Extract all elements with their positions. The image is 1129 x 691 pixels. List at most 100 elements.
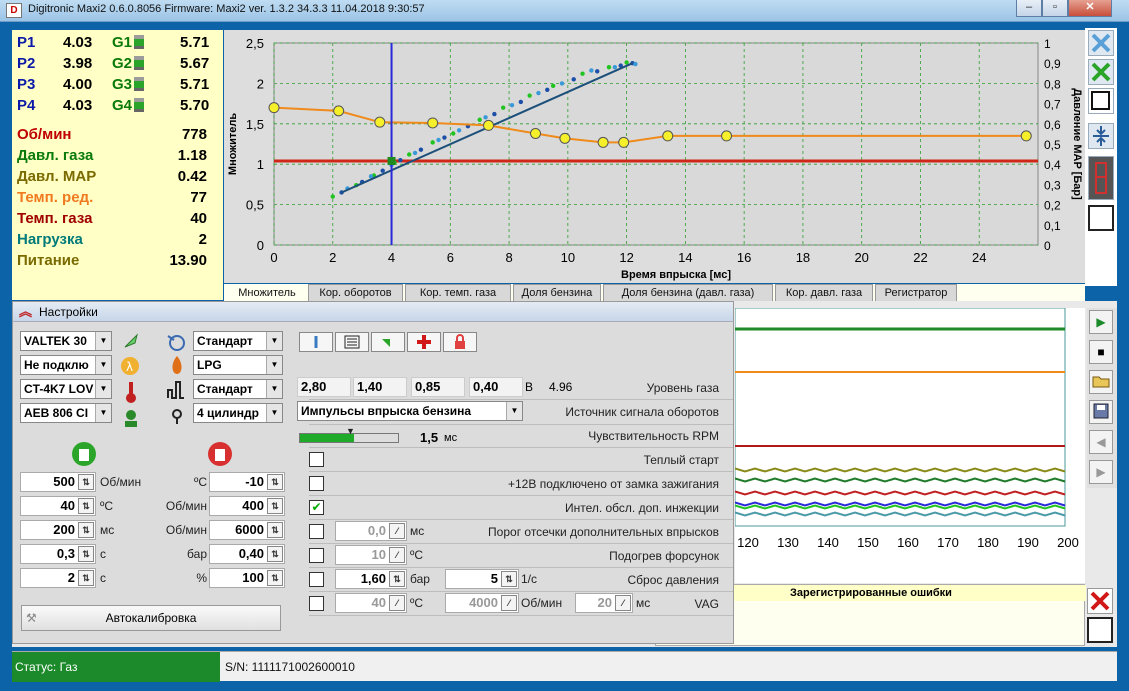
option-value-field[interactable]: 5 ⇅ xyxy=(445,569,519,589)
save-icon[interactable] xyxy=(1089,400,1113,424)
spin-arrows-icon[interactable]: ⇅ xyxy=(78,546,94,562)
gas-mode-icon[interactable] xyxy=(71,441,97,467)
spin-arrows-icon[interactable]: ⇅ xyxy=(267,546,283,562)
blank-square-icon[interactable] xyxy=(1088,205,1114,231)
pressure-value: 3.98 xyxy=(63,55,93,72)
arrow-button[interactable] xyxy=(371,332,405,352)
option-checkbox[interactable] xyxy=(309,596,324,611)
chart-tab[interactable]: Регистратор xyxy=(875,284,957,302)
switch-param-left[interactable]: 200 ⇅ xyxy=(20,520,96,540)
chart-tab[interactable]: Кор. давл. газа xyxy=(775,284,873,302)
switch-param-right[interactable]: 0,40 ⇅ xyxy=(209,544,285,564)
spin-arrows-icon[interactable]: ⇅ xyxy=(267,474,283,490)
spin-arrows-icon[interactable]: ⇅ xyxy=(389,571,405,587)
config-select[interactable]: Не подклю ▼ xyxy=(20,355,112,375)
option-checkbox[interactable] xyxy=(309,524,324,539)
divider xyxy=(309,543,733,544)
minimize-button[interactable]: – xyxy=(1016,0,1042,17)
injector-label-text: G4 xyxy=(112,97,133,114)
switch-param-right[interactable]: 400 ⇅ xyxy=(209,496,285,516)
switch-param-left[interactable]: 0,3 ⇅ xyxy=(20,544,96,564)
config-select[interactable]: 4 цилиндр ▼ xyxy=(193,403,283,423)
spin-arrows-icon[interactable]: ⁄ xyxy=(615,595,631,611)
spin-arrows-icon[interactable]: ⇅ xyxy=(267,522,283,538)
play-icon[interactable]: ▶ xyxy=(1089,310,1113,334)
spin-arrows-icon[interactable]: ⇅ xyxy=(78,474,94,490)
spin-arrows-icon[interactable]: ⁄ xyxy=(389,523,405,539)
settings-header[interactable]: ︽ Настройки xyxy=(13,302,733,322)
option-checkbox[interactable] xyxy=(309,572,324,587)
slider-thumb-icon[interactable]: ▼ xyxy=(346,426,355,436)
switch-param-right[interactable]: 6000 ⇅ xyxy=(209,520,285,540)
autocalibration-button[interactable]: ⚒ Автокалибровка xyxy=(21,605,281,631)
spin-arrows-icon[interactable]: ⇅ xyxy=(78,522,94,538)
rpm-sensitivity-slider[interactable] xyxy=(299,433,399,443)
spin-arrows-icon[interactable]: ⁄ xyxy=(389,547,405,563)
config-select[interactable]: CT-4K7 LOV ▼ xyxy=(20,379,112,399)
chart-tab[interactable]: Доля бензина (давл. газа) xyxy=(603,284,773,302)
split-arrows-icon[interactable] xyxy=(1088,123,1114,149)
option-value-field[interactable]: 40 ⁄ xyxy=(335,593,407,613)
config-select[interactable]: AEB 806 CI ▼ xyxy=(20,403,112,423)
rpm-source-select[interactable]: Импульсы впрыска бензина ▼ xyxy=(297,401,523,421)
curve-node xyxy=(530,127,542,139)
option-value-field[interactable]: 0,0 ⁄ xyxy=(335,521,407,541)
config-select[interactable]: VALTEK 30 ▼ xyxy=(20,331,112,351)
blank-square-icon[interactable] xyxy=(1087,617,1113,643)
option-unit: мс xyxy=(636,596,651,610)
chart-tab[interactable]: Кор. оборотов xyxy=(308,284,403,302)
option-checkbox[interactable] xyxy=(309,476,324,491)
open-folder-icon[interactable] xyxy=(1089,370,1113,394)
switch-param-left[interactable]: 2 ⇅ xyxy=(20,568,96,588)
option-value-field[interactable]: 10 ⁄ xyxy=(335,545,407,565)
restore-icon[interactable] xyxy=(1088,30,1114,56)
option-checkbox[interactable]: ✔ xyxy=(309,500,324,515)
prev-icon[interactable]: ◀ xyxy=(1089,430,1113,454)
chart-tab[interactable]: Множитель xyxy=(228,284,306,302)
delete-errors-icon[interactable] xyxy=(1087,588,1113,614)
scatter-point xyxy=(612,65,618,70)
spin-arrows-icon[interactable]: ⇅ xyxy=(267,498,283,514)
scatter-point xyxy=(509,103,515,108)
stop-icon[interactable]: ■ xyxy=(1089,340,1113,364)
spin-arrows-icon[interactable]: ⇅ xyxy=(501,571,517,587)
config-select[interactable]: Стандарт ▼ xyxy=(193,331,283,351)
switch-param-right[interactable]: 100 ⇅ xyxy=(209,568,285,588)
config-select[interactable]: Стандарт ▼ xyxy=(193,379,283,399)
option-value-field[interactable]: 1,60 ⇅ xyxy=(335,569,407,589)
green-cross-icon[interactable] xyxy=(1088,59,1114,85)
spin-arrows-icon[interactable]: ⁄ xyxy=(389,595,405,611)
option-value-field[interactable]: 4000 ⁄ xyxy=(445,593,519,613)
option-checkbox[interactable] xyxy=(309,452,324,467)
gas-level-threshold[interactable]: 0,40 xyxy=(469,377,523,397)
option-checkbox[interactable] xyxy=(309,548,324,563)
gas-level-threshold[interactable]: 0,85 xyxy=(411,377,465,397)
petrol-mode-icon[interactable] xyxy=(207,441,233,467)
collapse-chevron-icon[interactable]: ︽ xyxy=(19,304,33,319)
multiplier-chart[interactable]: 0 2 4 6 8 10 12 14 16 18 20 22 24 0 0,5 1 1,5 2 2,5 0 0,1 0,2… xyxy=(224,30,1085,283)
scope-x-tick: 120 xyxy=(737,535,759,550)
spin-arrows-icon[interactable]: ⇅ xyxy=(78,570,94,586)
option-value-field[interactable]: 20 ⁄ xyxy=(575,593,633,613)
switch-param-left[interactable]: 500 ⇅ xyxy=(20,472,96,492)
switch-param-right[interactable]: -10 ⇅ xyxy=(209,472,285,492)
switch-param-left[interactable]: 40 ⇅ xyxy=(20,496,96,516)
gas-level-threshold[interactable]: 1,40 xyxy=(353,377,407,397)
chart-tab[interactable]: Кор. темп. газа xyxy=(405,284,511,302)
spin-arrows-icon[interactable]: ⁄ xyxy=(501,595,517,611)
select-value: CT-4K7 LOV xyxy=(24,382,94,396)
gas-level-threshold[interactable]: 2,80 xyxy=(297,377,351,397)
close-button[interactable]: ✕ xyxy=(1068,0,1112,17)
spin-arrows-icon[interactable]: ⇅ xyxy=(78,498,94,514)
chart-tab[interactable]: Доля бензина xyxy=(513,284,601,302)
config-select[interactable]: LPG ▼ xyxy=(193,355,283,375)
gas-level-unit: В xyxy=(525,380,534,394)
window-frame-icon[interactable] xyxy=(1088,88,1114,114)
next-icon[interactable]: ▶ xyxy=(1089,460,1113,484)
maximize-button[interactable]: ▫ xyxy=(1042,0,1068,17)
add-button[interactable] xyxy=(407,332,441,352)
lock-button[interactable] xyxy=(443,332,477,352)
info-button[interactable] xyxy=(299,332,333,352)
spin-arrows-icon[interactable]: ⇅ xyxy=(267,570,283,586)
list-button[interactable] xyxy=(335,332,369,352)
